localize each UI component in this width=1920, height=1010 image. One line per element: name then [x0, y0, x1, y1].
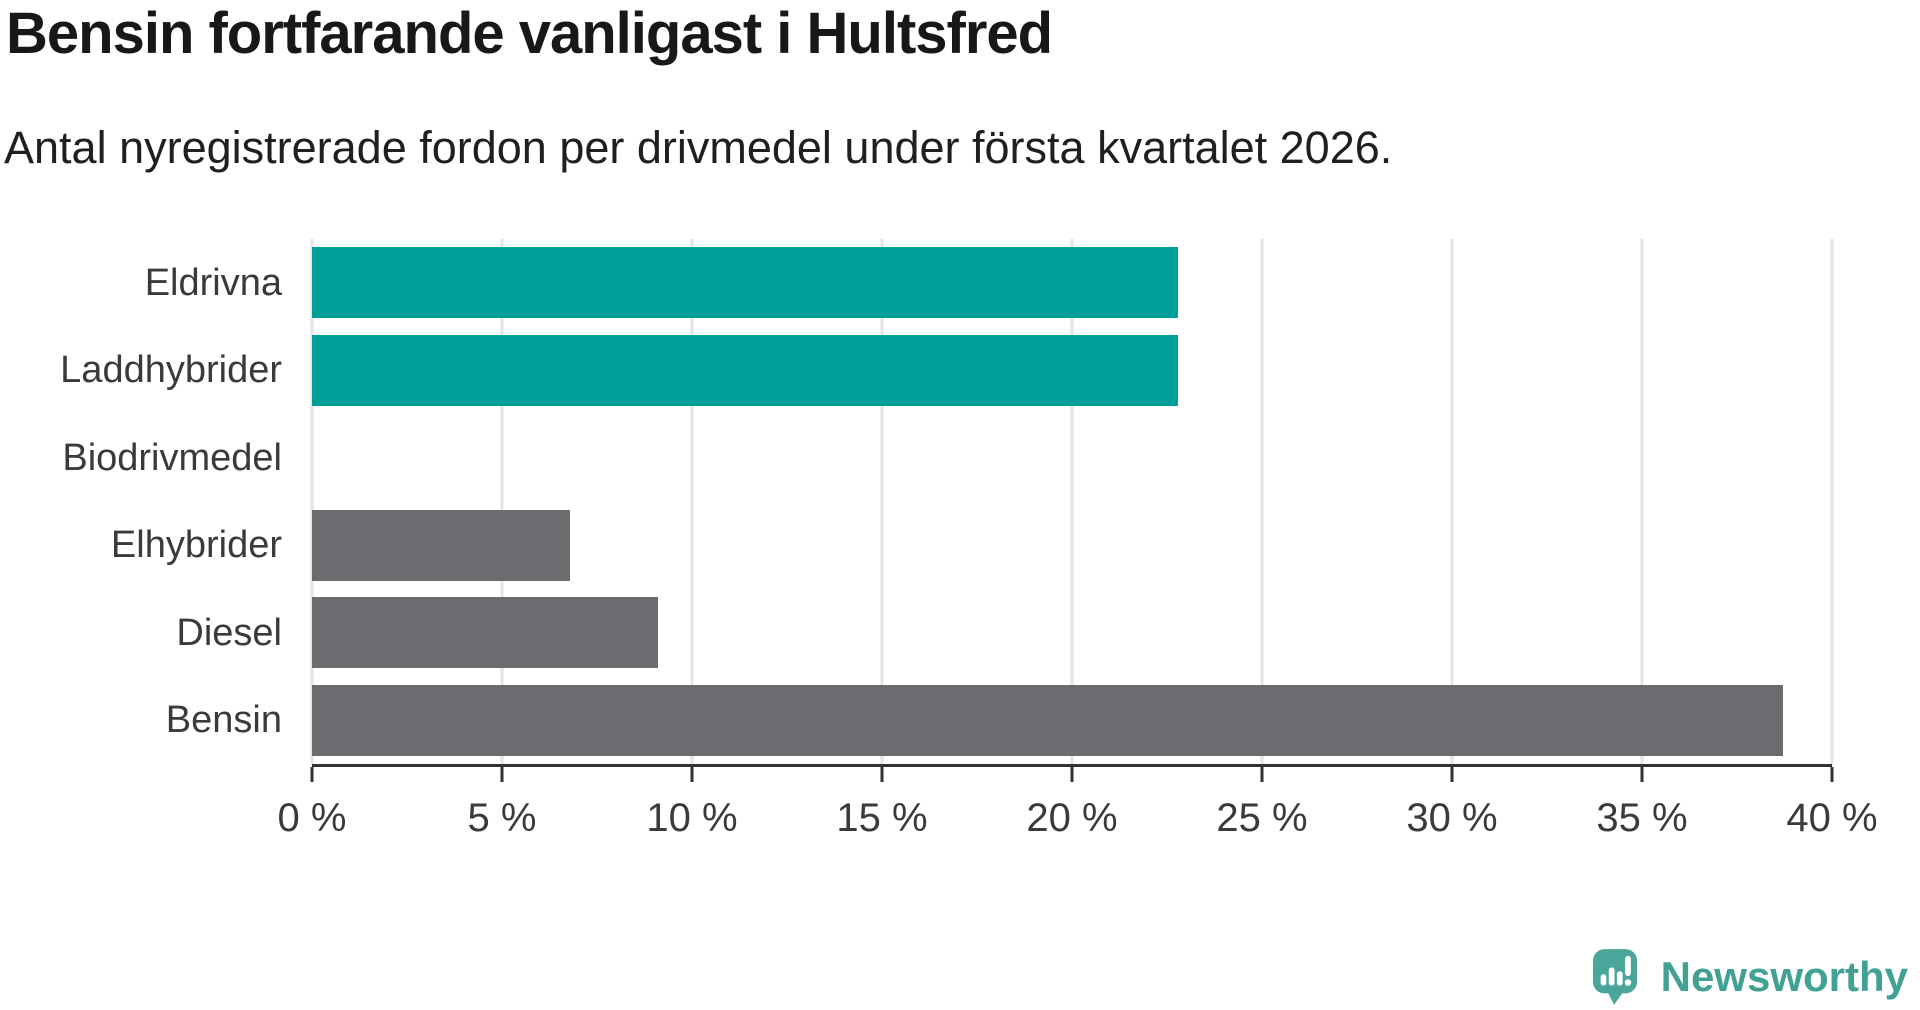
axis-tick — [1830, 767, 1834, 782]
axis-tick-label: 0 % — [277, 796, 347, 840]
gridline — [880, 239, 884, 764]
bar-track — [312, 239, 1832, 327]
bar-track — [312, 327, 1832, 415]
axis-tick-label: 10 % — [646, 796, 738, 840]
bar-chart: Eldrivna Laddhybrider Biodrivmedel Elhybrid… — [0, 239, 1878, 899]
bar-row: Diesel — [0, 589, 1832, 677]
gridlines — [310, 239, 1834, 764]
bar-row: Biodrivmedel — [0, 414, 1832, 502]
newsworthy-logo: Newsworthy — [1591, 948, 1908, 1006]
newsworthy-speech-bubble-icon — [1592, 949, 1637, 1005]
axis-tick — [1450, 767, 1454, 782]
category-label: Eldrivna — [144, 261, 282, 304]
bar-bensin — [312, 684, 1783, 756]
category-label: Biodrivmedel — [62, 436, 282, 479]
axis-tick — [1260, 767, 1264, 782]
category-label: Elhybrider — [110, 524, 282, 567]
axis-tick-label: 35 % — [1596, 796, 1688, 840]
gridline — [1260, 239, 1264, 764]
gridline — [690, 239, 694, 764]
axis-tick — [880, 767, 884, 782]
bar-track — [312, 589, 1832, 677]
axis-tick-label: 5 % — [467, 796, 537, 840]
category-label: Laddhybrider — [60, 349, 282, 392]
bar-eldrivna — [312, 247, 1179, 319]
axis-tick-label: 15 % — [836, 796, 928, 840]
category-label: Bensin — [165, 699, 282, 742]
bar-elhybrider — [312, 509, 571, 581]
bar-laddhybrider — [312, 334, 1179, 406]
axis-tick — [1640, 767, 1644, 782]
newsworthy-wordmark: Newsworthy — [1660, 953, 1908, 1000]
gridline — [1450, 239, 1454, 764]
axis-tick — [500, 767, 504, 782]
axis-tick — [310, 767, 314, 782]
bar-row: Bensin — [0, 677, 1832, 765]
axis-tick-label: 20 % — [1026, 796, 1118, 840]
chart-subtitle: Antal nyregistrerade fordon per drivmede… — [4, 122, 1393, 173]
bar-row: Eldrivna — [0, 239, 1832, 327]
gridline — [500, 239, 504, 764]
axis-tick-label: 25 % — [1216, 796, 1308, 840]
gridline — [1640, 239, 1644, 764]
axis-tick — [690, 767, 694, 782]
gridline — [1070, 239, 1074, 764]
axis-tick-label: 40 % — [1786, 796, 1878, 840]
gridline — [310, 239, 314, 764]
category-label: Diesel — [176, 611, 282, 654]
axis-tick-label: 30 % — [1406, 796, 1498, 840]
bar-diesel — [312, 597, 658, 669]
bar-track — [312, 414, 1832, 502]
bar-track — [312, 677, 1832, 765]
bar-row: Elhybrider — [0, 502, 1832, 590]
gridline — [1830, 239, 1834, 764]
chart-rows: Eldrivna Laddhybrider Biodrivmedel Elhybrid… — [0, 239, 1832, 764]
axis-tick — [1070, 767, 1074, 782]
bar-row: Laddhybrider — [0, 327, 1832, 415]
x-axis: 0 % 5 % 10 % 15 % 20 % 25 % 30 % 35 % 40 % — [278, 764, 1878, 838]
bar-track — [312, 502, 1832, 590]
chart-title: Bensin fortfarande vanligast i Hultsfred — [6, 1, 1053, 66]
